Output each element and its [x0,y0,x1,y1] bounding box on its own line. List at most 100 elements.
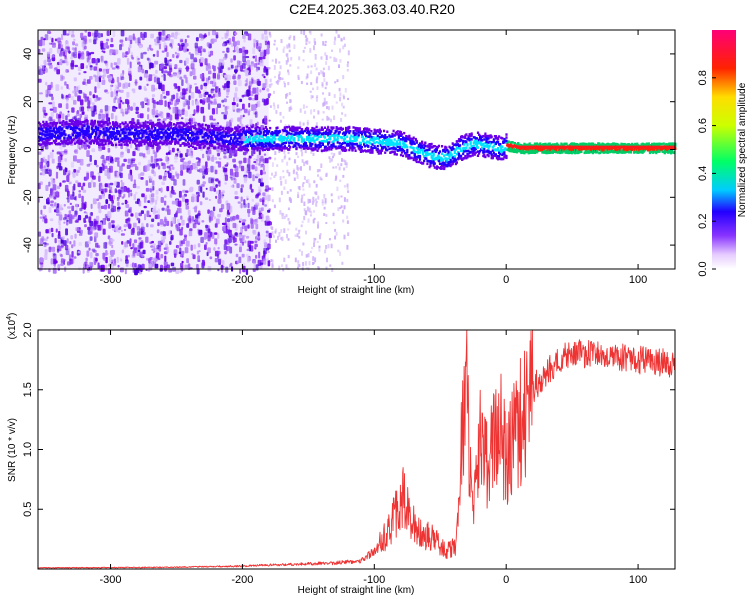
noise-cell [132,151,136,157]
noise-cell [308,183,311,188]
noise-cell [290,56,293,61]
noise-cell [130,247,133,250]
noise-cell [181,250,185,255]
noise-cell [124,241,129,248]
noise-cell [271,187,274,192]
noise-cell [223,155,227,159]
noise-cell [168,102,172,106]
noise-cell [100,33,103,38]
noise-cell [267,218,271,221]
noise-cell [164,100,167,107]
noise-cell [121,101,125,105]
noise-cell [140,177,144,180]
noise-cell [152,149,155,155]
noise-cell [68,170,71,175]
ridge-cell [314,143,317,146]
noise-cell [44,112,48,116]
noise-cell [167,35,172,38]
noise-cell [269,78,272,83]
noise-cell [171,32,175,38]
noise-cell [138,173,141,180]
noise-cell [193,57,197,60]
noise-cell [139,201,142,207]
noise-cell [110,220,115,224]
noise-cell [222,43,226,47]
noise-cell [151,163,156,169]
noise-cell [163,195,167,198]
noise-cell [60,48,64,52]
noise-cell [186,100,190,106]
ridge-cell [332,126,335,129]
noise-cell [236,40,240,46]
noise-cell [191,99,194,106]
noise-cell [123,158,127,162]
noise-cell [112,30,116,38]
noise-cell [149,194,152,200]
noise-cell [309,214,312,217]
noise-cell [179,114,182,117]
noise-cell [50,258,54,265]
noise-cell [163,70,168,74]
ridge-cell [367,144,370,148]
noise-cell [346,198,349,203]
noise-cell [47,197,50,201]
noise-cell [155,252,160,259]
noise-cell [230,216,233,222]
noise-cell [43,205,47,210]
noise-cell [267,67,271,70]
noise-cell [244,240,247,244]
noise-cell [187,217,191,222]
noise-cell [244,83,248,87]
ridge-cell [320,139,323,143]
noise-cell [140,52,144,59]
noise-cell [185,190,189,193]
noise-cell [124,268,127,275]
ridge-cell [204,123,207,127]
noise-cell [221,260,225,266]
noise-cell [94,159,97,166]
ridge-cell [157,128,160,132]
noise-cell [109,49,114,54]
noise-cell [65,115,68,121]
noise-cell [100,188,104,194]
noise-cell [73,51,77,59]
ridge-cell [360,133,364,136]
noise-cell [169,74,173,78]
noise-cell [110,62,113,68]
noise-cell [237,80,242,87]
noise-cell [167,209,171,215]
noise-cell [172,106,176,114]
noise-cell [142,231,146,236]
noise-cell [247,240,252,248]
noise-cell [145,180,149,186]
noise-cell [126,91,130,98]
noise-cell [123,242,127,250]
noise-cell [63,217,67,221]
ridge-cell [115,143,118,147]
noise-cell [191,196,195,203]
noise-cell [158,43,161,50]
noise-cell [38,48,41,55]
ridge-cell [360,145,364,149]
ridge-cell [119,133,122,137]
noise-cell [105,264,108,272]
noise-cell [314,191,317,195]
ridge-cell [350,134,353,138]
noise-cell [49,36,52,40]
noise-cell [289,64,292,67]
noise-cell [227,48,230,52]
noise-cell [226,81,230,89]
noise-cell [299,167,302,170]
noise-cell [274,151,277,155]
noise-cell [55,171,59,179]
noise-cell [65,40,69,47]
noise-cell [107,144,110,148]
noise-cell [79,113,83,118]
noise-cell [260,164,263,168]
noise-cell [81,40,85,48]
noise-cell [105,199,109,204]
ridge-cell [280,149,283,152]
noise-cell [331,49,333,52]
noise-cell [255,193,260,197]
noise-cell [218,91,221,97]
